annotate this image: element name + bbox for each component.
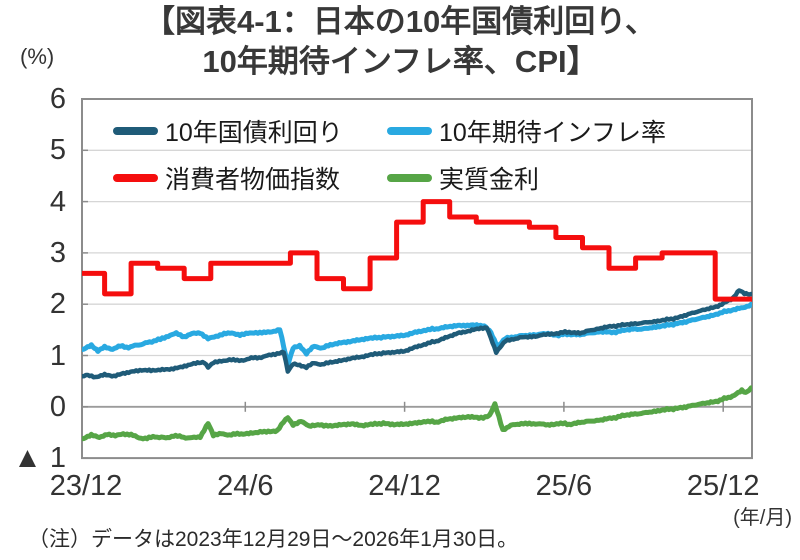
y-tick-label: 3 — [49, 236, 66, 269]
y-tick-label: 2 — [49, 288, 66, 321]
legend-item: 10年国債利回り — [113, 116, 343, 147]
x-tick-label: 24/6 — [217, 470, 274, 502]
x-tick-label: 25/6 — [535, 470, 593, 502]
chart-title: 【図表4-1：日本の10年国債利回り、 10年期待インフレ率、CPI】 — [0, 2, 800, 82]
legend-swatch — [113, 174, 158, 182]
x-axis-unit-label: (年/月) — [733, 507, 792, 529]
legend-item-label: 消費者物価指数 — [165, 166, 341, 194]
series-lines — [82, 199, 752, 442]
y-tick-label: 6 — [49, 83, 66, 115]
y-tick-label: 5 — [49, 134, 66, 167]
series-cpi-line — [82, 199, 752, 302]
series-jgb10y-line — [82, 288, 752, 380]
y-axis-unit-label: (%) — [20, 44, 55, 69]
legend-swatch — [113, 127, 158, 135]
y-tick-label: 0 — [49, 390, 66, 423]
legend-item-label: 10年期待インフレ率 — [439, 119, 667, 147]
legend-item-label: 実質金利 — [439, 166, 540, 194]
series-expected-inflation-line — [82, 301, 752, 368]
gridlines — [82, 149, 752, 408]
legend-swatch — [387, 127, 432, 135]
chart-title-line2: 10年期待インフレ率、CPI】 — [202, 44, 598, 79]
y-tick-label: ▲ 1 — [13, 442, 66, 475]
y-tick-label: 1 — [49, 339, 66, 372]
x-tick-label: 25/12 — [686, 470, 760, 502]
legend-item-label: 10年国債利回り — [165, 119, 343, 147]
legend-item: 実質金利 — [387, 163, 540, 194]
y-tick-label: 4 — [49, 185, 66, 218]
legend-item: 10年期待インフレ率 — [387, 116, 667, 147]
series-real-rate-line — [82, 385, 752, 442]
legend-item: 消費者物価指数 — [113, 163, 341, 194]
legend-swatch — [387, 174, 432, 182]
plot-border — [81, 98, 753, 460]
axis-ticks — [82, 98, 724, 459]
footnote: （注）データは2023年12月29日～2026年1月30日。 — [28, 528, 519, 551]
x-tick-label: 24/12 — [368, 470, 441, 502]
chart-title-line1: 【図表4-1：日本の10年国債利回り、 — [143, 4, 657, 39]
x-tick-label: 23/12 — [49, 470, 123, 502]
